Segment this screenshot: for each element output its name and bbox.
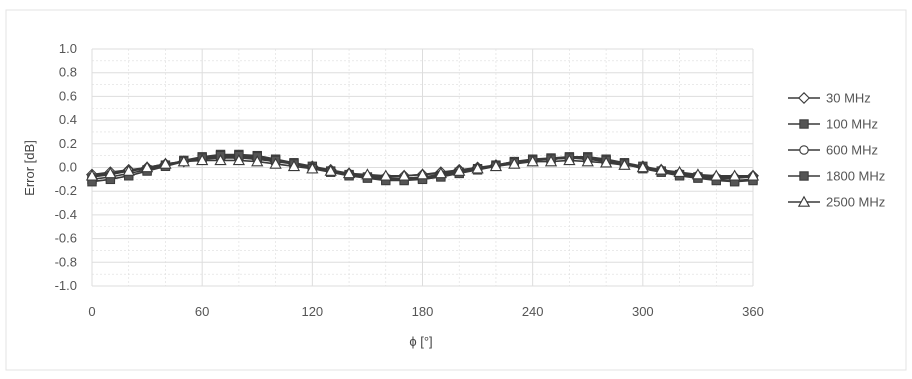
data-point: [526, 155, 539, 167]
x-axis-title: ϕ [°]: [409, 334, 432, 349]
y-tick-label: -0.8: [55, 254, 77, 269]
data-point: [104, 167, 117, 179]
y-tick-label: 0.6: [59, 88, 77, 103]
legend-marker: [799, 145, 809, 155]
data-point: [599, 156, 613, 168]
x-tick-label: 180: [412, 304, 434, 319]
data-point: [434, 167, 447, 179]
data-point: [140, 161, 154, 173]
y-tick-label: -1.0: [55, 278, 77, 293]
data-point: [563, 154, 576, 166]
legend-item: 100 MHz: [788, 117, 878, 132]
data-point: [324, 164, 337, 176]
data-point: [508, 157, 521, 169]
data-point: [232, 154, 246, 166]
data-point: [379, 169, 392, 181]
y-tick-label: 0.0: [59, 160, 77, 175]
grid: [91, 48, 754, 287]
y-tick-label: 0.2: [59, 136, 77, 151]
data-point: [691, 168, 705, 180]
data-point: [342, 167, 356, 179]
legend-item: 600 MHz: [788, 143, 878, 158]
legend-item: 30 MHz: [788, 91, 871, 106]
legend-item: 1800 MHz: [788, 169, 885, 184]
data-point: [269, 157, 282, 169]
y-tick-label: 1.0: [59, 41, 77, 56]
y-axis-title: Error [dB]: [22, 140, 37, 196]
data-point: [214, 154, 227, 166]
legend-marker: [797, 195, 811, 207]
data-point: [673, 165, 686, 177]
legend-marker: [799, 171, 809, 181]
x-tick-label: 360: [742, 304, 764, 319]
data-point: [398, 169, 411, 181]
data-point: [453, 164, 466, 176]
data-point: [710, 169, 723, 181]
x-tick-label: 0: [88, 304, 95, 319]
legend-label: 600 MHz: [826, 143, 878, 158]
data-point: [159, 157, 172, 169]
data-point: [636, 161, 649, 173]
data-point: [746, 169, 760, 181]
series-2500-mhz: [85, 154, 760, 181]
data-point: [544, 155, 558, 167]
data-point: [361, 168, 374, 180]
y-tick-label: 0.4: [59, 112, 77, 127]
data-point: [251, 155, 264, 167]
data-point: [416, 168, 429, 180]
x-tick-label: 60: [195, 304, 209, 319]
data-point: [728, 169, 741, 181]
data-point: [306, 162, 319, 174]
data-point: [489, 159, 503, 172]
data-point: [122, 164, 135, 176]
data-point: [85, 169, 99, 181]
y-tick-label: -0.4: [55, 207, 77, 222]
data-point: [471, 162, 484, 174]
x-tick-label: 240: [522, 304, 544, 319]
y-tick-label: 0.8: [59, 65, 77, 80]
x-tick-labels: 0 60 120 180 240 300 360: [88, 304, 763, 319]
legend-label: 1800 MHz: [826, 169, 885, 184]
y-tick-labels: 1.0 0.8 0.6 0.4 0.2 0.0 -0.2 -0.4 -0.6 -0.8 -1.0: [55, 41, 77, 293]
legend-label: 100 MHz: [826, 117, 878, 132]
legend-marker: [799, 119, 809, 129]
y-tick-label: -0.2: [55, 183, 77, 198]
x-tick-label: 120: [301, 304, 323, 319]
y-tick-label: -0.6: [55, 231, 77, 246]
legend-item: 2500 MHz: [788, 195, 885, 210]
data-point: [196, 154, 209, 166]
data-point: [287, 159, 301, 172]
legend: 30 MHz 100 MHz 600 MHz 1800 MHz 2500 MHz: [788, 91, 885, 210]
data-point: [618, 158, 631, 170]
chart-frame: [5, 9, 907, 371]
x-tick-label: 300: [632, 304, 654, 319]
legend-marker: [798, 92, 810, 104]
legend-label: 2500 MHz: [826, 195, 885, 210]
data-point: [581, 155, 594, 167]
legend-label: 30 MHz: [826, 91, 871, 106]
data-point: [177, 155, 190, 167]
series-layer: [85, 149, 760, 187]
data-point: [655, 163, 668, 175]
